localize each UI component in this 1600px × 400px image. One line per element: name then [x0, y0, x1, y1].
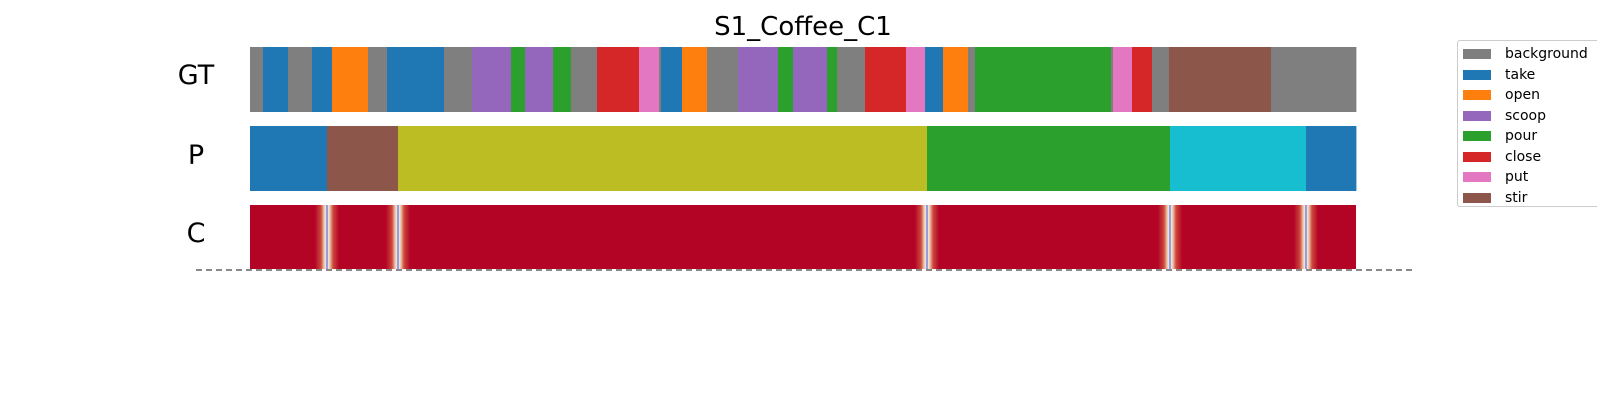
legend-swatch [1463, 90, 1491, 101]
c-boundary-1 [386, 205, 410, 269]
c-confidence-band [250, 205, 1356, 269]
gt-segment-31 [1113, 47, 1133, 112]
chart-title: S1_Coffee_C1 [714, 12, 892, 42]
row-label-gt: GT [177, 60, 215, 91]
gt-segment-6 [387, 47, 445, 112]
gt-segment-12 [571, 47, 598, 112]
gt-segment-2 [288, 47, 313, 112]
legend-swatch [1463, 110, 1491, 121]
legend-swatch [1463, 49, 1491, 60]
gt-segment-5 [368, 47, 388, 112]
gt-segment-18 [707, 47, 739, 112]
gt-segment-32 [1132, 47, 1153, 112]
legend-label: stir [1505, 189, 1528, 206]
legend-item-7: stir [1458, 188, 1597, 207]
legend-label: open [1505, 87, 1540, 104]
gt-segment-0 [250, 47, 264, 112]
legend-label: scoop [1505, 107, 1547, 124]
legend-swatch [1463, 192, 1491, 203]
gt-segment-13 [597, 47, 640, 112]
p-segment-3 [927, 126, 1171, 191]
c-boundary-2 [915, 205, 939, 269]
legend-swatch [1463, 172, 1491, 183]
p-segment-5 [1306, 126, 1357, 191]
c-boundary-3 [1158, 205, 1182, 269]
gt-segment-3 [312, 47, 333, 112]
p-row [250, 126, 1357, 191]
legend-label: close [1505, 148, 1542, 165]
legend-item-0: background [1458, 44, 1597, 65]
gt-segment-1 [263, 47, 289, 112]
gt-segment-20 [778, 47, 794, 112]
p-segment-2 [398, 126, 928, 191]
gt-segment-33 [1152, 47, 1170, 112]
row-label-p: P [187, 140, 205, 171]
gt-segment-14 [639, 47, 660, 112]
legend-swatch [1463, 69, 1491, 80]
gt-segment-27 [943, 47, 969, 112]
legend-item-1: take [1458, 65, 1597, 86]
c-boundary-0 [315, 205, 339, 269]
legend-item-2: open [1458, 85, 1597, 106]
gt-segment-7 [444, 47, 473, 112]
gt-segment-34 [1169, 47, 1272, 112]
legend-label: pour [1505, 128, 1538, 145]
legend-item-5: close [1458, 147, 1597, 168]
gt-segment-26 [925, 47, 944, 112]
gt-segment-35 [1271, 47, 1357, 112]
legend-item-6: put [1458, 167, 1597, 188]
gt-segment-25 [906, 47, 926, 112]
legend-item-3: scoop [1458, 106, 1597, 127]
legend-label: take [1505, 66, 1536, 83]
legend-item-4: pour [1458, 126, 1597, 147]
gt-segment-23 [837, 47, 866, 112]
gt-segment-22 [827, 47, 838, 112]
gt-segment-28 [968, 47, 976, 112]
gt-segment-8 [472, 47, 512, 112]
gt-segment-9 [511, 47, 526, 112]
gt-segment-16 [661, 47, 683, 112]
p-segment-0 [250, 126, 328, 191]
row-label-c: C [186, 218, 206, 249]
gt-row [250, 47, 1357, 112]
gt-segment-17 [682, 47, 708, 112]
c-row [250, 205, 1356, 269]
legend-swatch [1463, 151, 1491, 162]
gt-segment-11 [553, 47, 572, 112]
legend-swatch [1463, 131, 1491, 142]
legend-label: background [1505, 46, 1588, 63]
gt-segment-30 [1111, 47, 1114, 112]
c-boundary-4 [1294, 205, 1318, 269]
p-segment-4 [1170, 126, 1307, 191]
gt-segment-24 [865, 47, 907, 112]
gt-segment-29 [975, 47, 1112, 112]
gt-segment-19 [738, 47, 779, 112]
gt-segment-21 [793, 47, 828, 112]
p-segment-1 [327, 126, 399, 191]
gt-segment-4 [332, 47, 369, 112]
gt-segment-15 [659, 47, 662, 112]
gt-segment-10 [525, 47, 554, 112]
legend: background take open scoop pour close put stir [1457, 40, 1597, 207]
legend-label: put [1505, 169, 1529, 186]
